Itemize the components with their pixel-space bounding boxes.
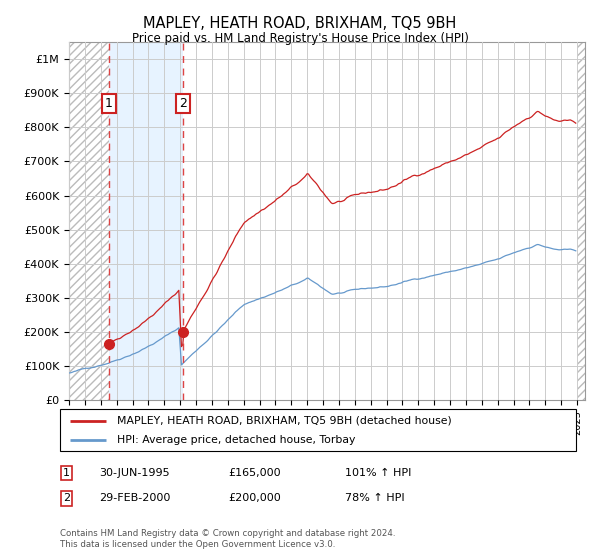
Text: Price paid vs. HM Land Registry's House Price Index (HPI): Price paid vs. HM Land Registry's House … bbox=[131, 32, 469, 45]
Bar bbox=[577, 42, 585, 400]
Text: 2: 2 bbox=[63, 493, 70, 503]
Text: £200,000: £200,000 bbox=[228, 493, 281, 503]
Text: 78% ↑ HPI: 78% ↑ HPI bbox=[345, 493, 404, 503]
Text: 1: 1 bbox=[105, 97, 113, 110]
Text: 101% ↑ HPI: 101% ↑ HPI bbox=[345, 468, 412, 478]
Text: 29-FEB-2000: 29-FEB-2000 bbox=[99, 493, 170, 503]
Text: 1: 1 bbox=[63, 468, 70, 478]
Bar bbox=[109, 42, 183, 400]
FancyBboxPatch shape bbox=[60, 409, 576, 451]
Text: Contains HM Land Registry data © Crown copyright and database right 2024.
This d: Contains HM Land Registry data © Crown c… bbox=[60, 529, 395, 549]
Text: 2: 2 bbox=[179, 97, 187, 110]
Text: £165,000: £165,000 bbox=[228, 468, 281, 478]
Text: MAPLEY, HEATH ROAD, BRIXHAM, TQ5 9BH (detached house): MAPLEY, HEATH ROAD, BRIXHAM, TQ5 9BH (de… bbox=[117, 416, 452, 426]
Text: HPI: Average price, detached house, Torbay: HPI: Average price, detached house, Torb… bbox=[117, 435, 355, 445]
Bar bbox=[69, 42, 109, 400]
Text: MAPLEY, HEATH ROAD, BRIXHAM, TQ5 9BH: MAPLEY, HEATH ROAD, BRIXHAM, TQ5 9BH bbox=[143, 16, 457, 31]
Text: 30-JUN-1995: 30-JUN-1995 bbox=[99, 468, 170, 478]
